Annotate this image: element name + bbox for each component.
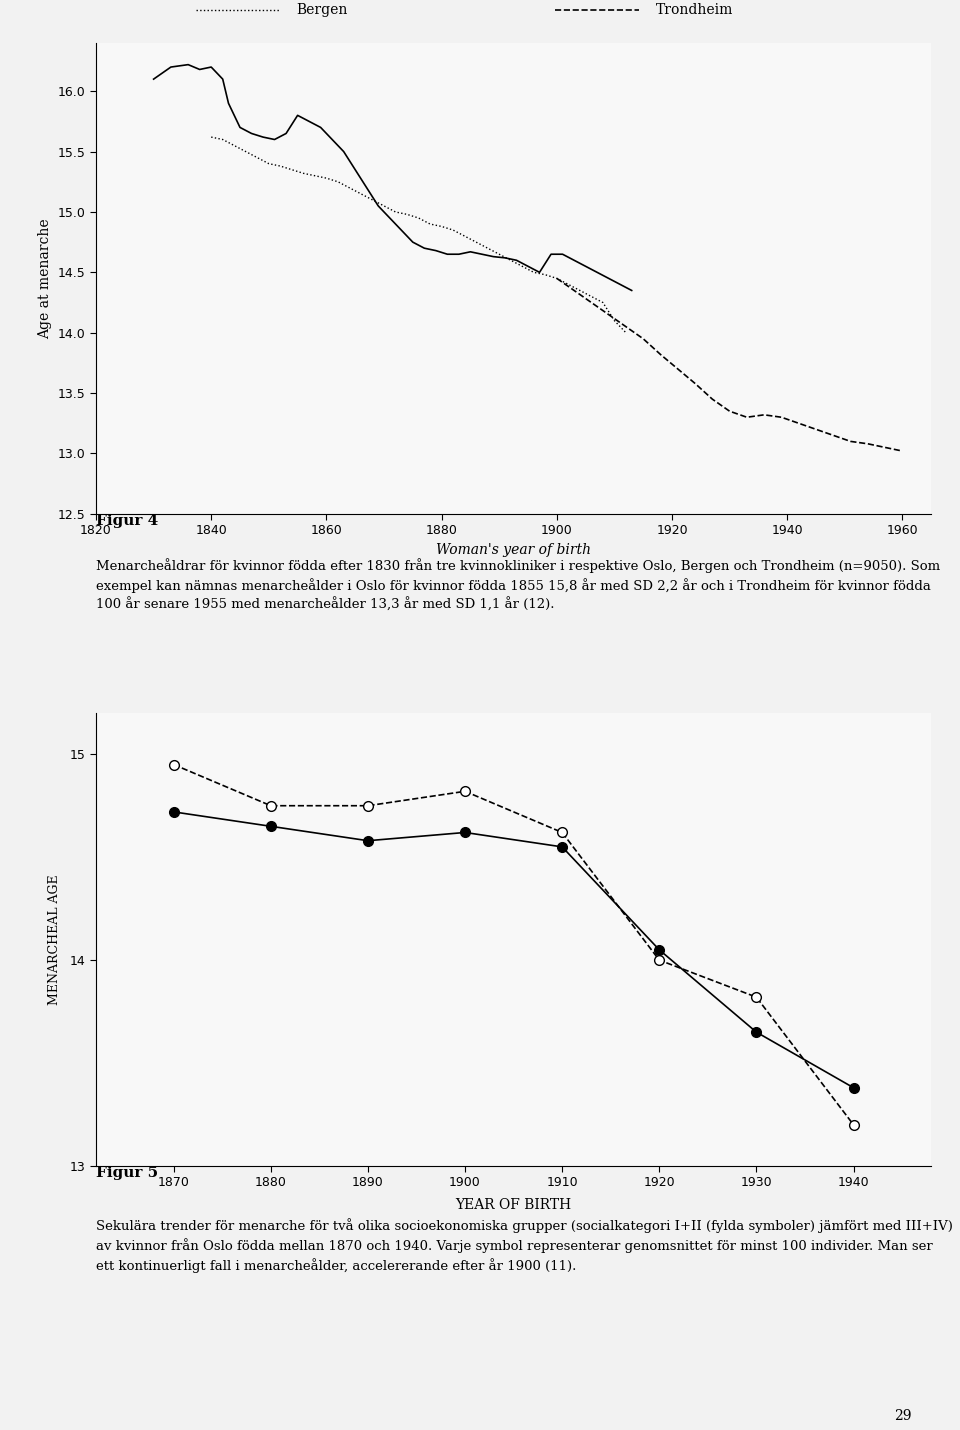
Text: Sekulära trender för menarche för två olika socioekonomiska grupper (socialkateg: Sekulära trender för menarche för två ol…: [96, 1218, 953, 1273]
X-axis label: YEAR OF BIRTH: YEAR OF BIRTH: [456, 1198, 571, 1211]
X-axis label: Woman's year of birth: Woman's year of birth: [436, 543, 591, 556]
Y-axis label: Age at menarche: Age at menarche: [38, 217, 52, 339]
Text: Trondheim: Trondheim: [656, 3, 732, 17]
Text: Menarcheåldrar för kvinnor födda efter 1830 från tre kvinnokliniker i respektive: Menarcheåldrar för kvinnor födda efter 1…: [96, 558, 940, 612]
Text: 29: 29: [895, 1409, 912, 1423]
Text: Figur 4: Figur 4: [96, 513, 158, 528]
Text: Bergen: Bergen: [297, 3, 348, 17]
Y-axis label: MENARCHEAL AGE: MENARCHEAL AGE: [48, 874, 61, 1005]
Text: Figur 5: Figur 5: [96, 1165, 158, 1180]
